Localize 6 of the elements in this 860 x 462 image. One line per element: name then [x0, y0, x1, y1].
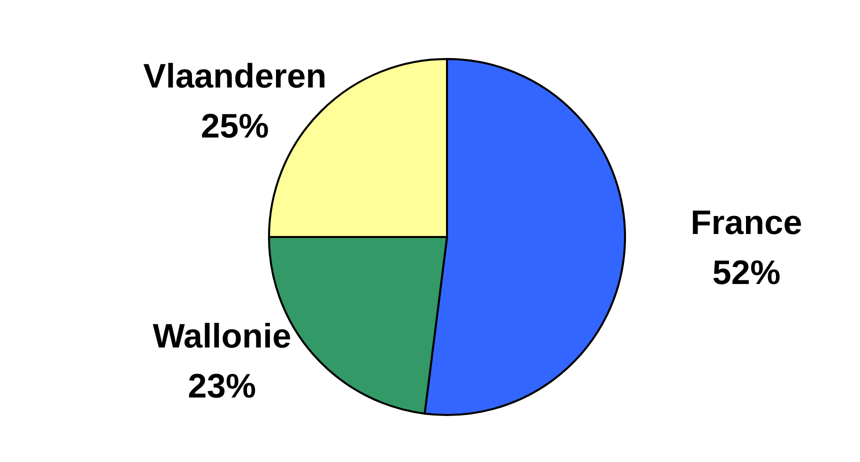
- data-label: 25%: [200, 108, 269, 146]
- data-label: 52%: [712, 254, 780, 292]
- data-label: 23%: [188, 368, 256, 406]
- slice-label: Wallonie: [152, 318, 292, 356]
- slice-label: France: [690, 204, 802, 242]
- slice-label: Vlaanderen: [143, 58, 327, 96]
